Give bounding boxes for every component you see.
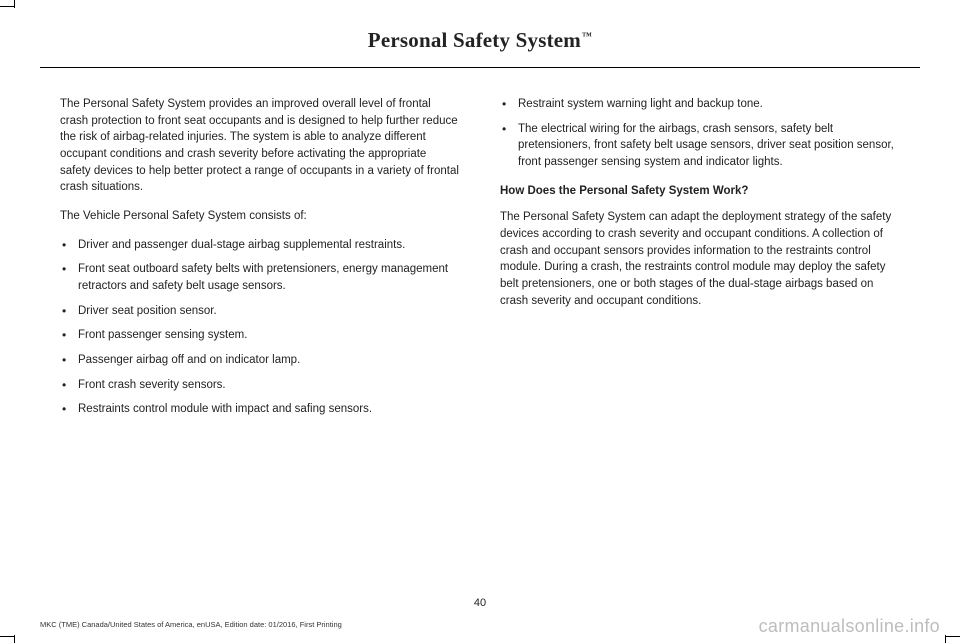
content-columns: The Personal Safety System provides an i…	[40, 96, 920, 430]
intro-paragraph: The Personal Safety System provides an i…	[60, 96, 460, 196]
list-item: Driver seat position sensor.	[60, 303, 460, 320]
edition-footnote: MKC (TME) Canada/United States of Americ…	[40, 620, 342, 629]
list-item: Passenger airbag off and on indicator la…	[60, 352, 460, 369]
list-item: Restraints control module with impact an…	[60, 401, 460, 418]
trademark-symbol: ™	[582, 31, 592, 42]
title-text: Personal Safety System	[368, 28, 581, 52]
watermark: carmanualsonline.info	[759, 616, 940, 637]
crop-mark	[0, 636, 14, 637]
column-right: Restraint system warning light and backu…	[500, 96, 900, 430]
page-number: 40	[0, 597, 960, 609]
list-item: Front passenger sensing system.	[60, 327, 460, 344]
list-item: Front crash severity sensors.	[60, 377, 460, 394]
column-left: The Personal Safety System provides an i…	[60, 96, 460, 430]
list-item: Front seat outboard safety belts with pr…	[60, 261, 460, 294]
list-intro: The Vehicle Personal Safety System consi…	[60, 208, 460, 225]
page-content: Personal Safety System™ The Personal Saf…	[40, 20, 920, 613]
crop-mark	[14, 0, 15, 8]
section-heading: How Does the Personal Safety System Work…	[500, 183, 900, 200]
components-list: Driver and passenger dual-stage airbag s…	[60, 237, 460, 418]
components-list-continued: Restraint system warning light and backu…	[500, 96, 900, 171]
crop-mark	[14, 635, 15, 643]
crop-mark	[945, 635, 946, 643]
list-item: Restraint system warning light and backu…	[500, 96, 900, 113]
page-title: Personal Safety System™	[368, 28, 592, 52]
crop-mark	[946, 636, 960, 637]
page-header: Personal Safety System™	[40, 20, 920, 68]
list-item: The electrical wiring for the airbags, c…	[500, 121, 900, 171]
how-it-works-paragraph: The Personal Safety System can adapt the…	[500, 209, 900, 309]
list-item: Driver and passenger dual-stage airbag s…	[60, 237, 460, 254]
crop-mark	[0, 6, 14, 7]
